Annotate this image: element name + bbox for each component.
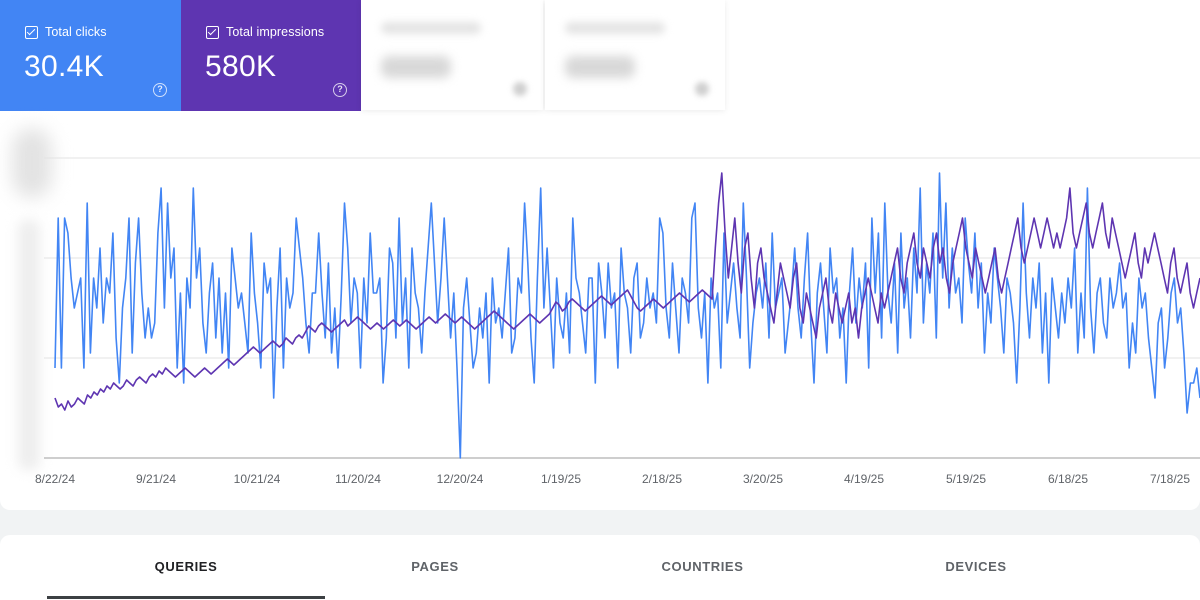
- x-tick-label: 2/18/25: [642, 472, 682, 486]
- total-clicks-card[interactable]: Total clicks 30.4K ?: [0, 0, 181, 111]
- redacted-axis-label: [12, 128, 52, 198]
- x-tick-label: 1/19/25: [541, 472, 581, 486]
- x-tick-label: 9/21/24: [136, 472, 176, 486]
- x-tick-label: 12/20/24: [437, 472, 484, 486]
- total-impressions-value: 580K: [205, 50, 277, 83]
- redacted-y-axis: [18, 220, 40, 470]
- chart-svg[interactable]: 8/22/24 9/21/24 10/21/24 11/20/24 12/20/24 1/…: [0, 120, 1200, 500]
- performance-panel: Total clicks 30.4K ? Total impressions 5…: [0, 0, 1200, 510]
- total-clicks-value: 30.4K: [24, 50, 104, 83]
- clicks-series-line: [54, 172, 1200, 459]
- x-tick-label: 10/21/24: [234, 472, 281, 486]
- help-circle-icon[interactable]: ?: [333, 83, 347, 97]
- impressions-series-line: [54, 172, 1200, 411]
- redacted-metric-card: [361, 0, 543, 110]
- total-clicks-label: Total clicks: [45, 25, 107, 39]
- x-tick-label: 6/18/25: [1048, 472, 1088, 486]
- redacted-value: [381, 56, 451, 78]
- checkbox-checked-icon[interactable]: [206, 26, 219, 39]
- checkbox-checked-icon[interactable]: [25, 26, 38, 39]
- x-tick-label: 4/19/25: [844, 472, 884, 486]
- x-tick-label: 7/18/25: [1150, 472, 1190, 486]
- redacted-value: [565, 56, 635, 78]
- redacted-metric-card: [545, 0, 725, 110]
- redacted-icon: [513, 82, 527, 96]
- tab-devices[interactable]: DEVICES: [945, 559, 1007, 574]
- x-tick-label: 11/20/24: [335, 472, 381, 486]
- tab-countries[interactable]: COUNTRIES: [661, 559, 744, 574]
- redacted-text: [565, 22, 665, 34]
- x-tick-label: 3/20/25: [743, 472, 783, 486]
- help-circle-icon[interactable]: ?: [153, 83, 167, 97]
- tab-pages[interactable]: PAGES: [411, 559, 459, 574]
- performance-chart[interactable]: 8/22/24 9/21/24 10/21/24 11/20/24 12/20/24 1/…: [0, 120, 1200, 500]
- total-impressions-label: Total impressions: [226, 25, 325, 39]
- total-impressions-card[interactable]: Total impressions 580K ?: [181, 0, 361, 111]
- tab-queries[interactable]: QUERIES: [154, 559, 218, 574]
- x-tick-label: 8/22/24: [35, 472, 75, 486]
- redacted-icon: [695, 82, 709, 96]
- dimension-tabs: QUERIES PAGES COUNTRIES DEVICES: [0, 535, 1200, 600]
- redacted-text: [381, 22, 481, 34]
- active-tab-indicator: [47, 596, 325, 599]
- x-tick-label: 5/19/25: [946, 472, 986, 486]
